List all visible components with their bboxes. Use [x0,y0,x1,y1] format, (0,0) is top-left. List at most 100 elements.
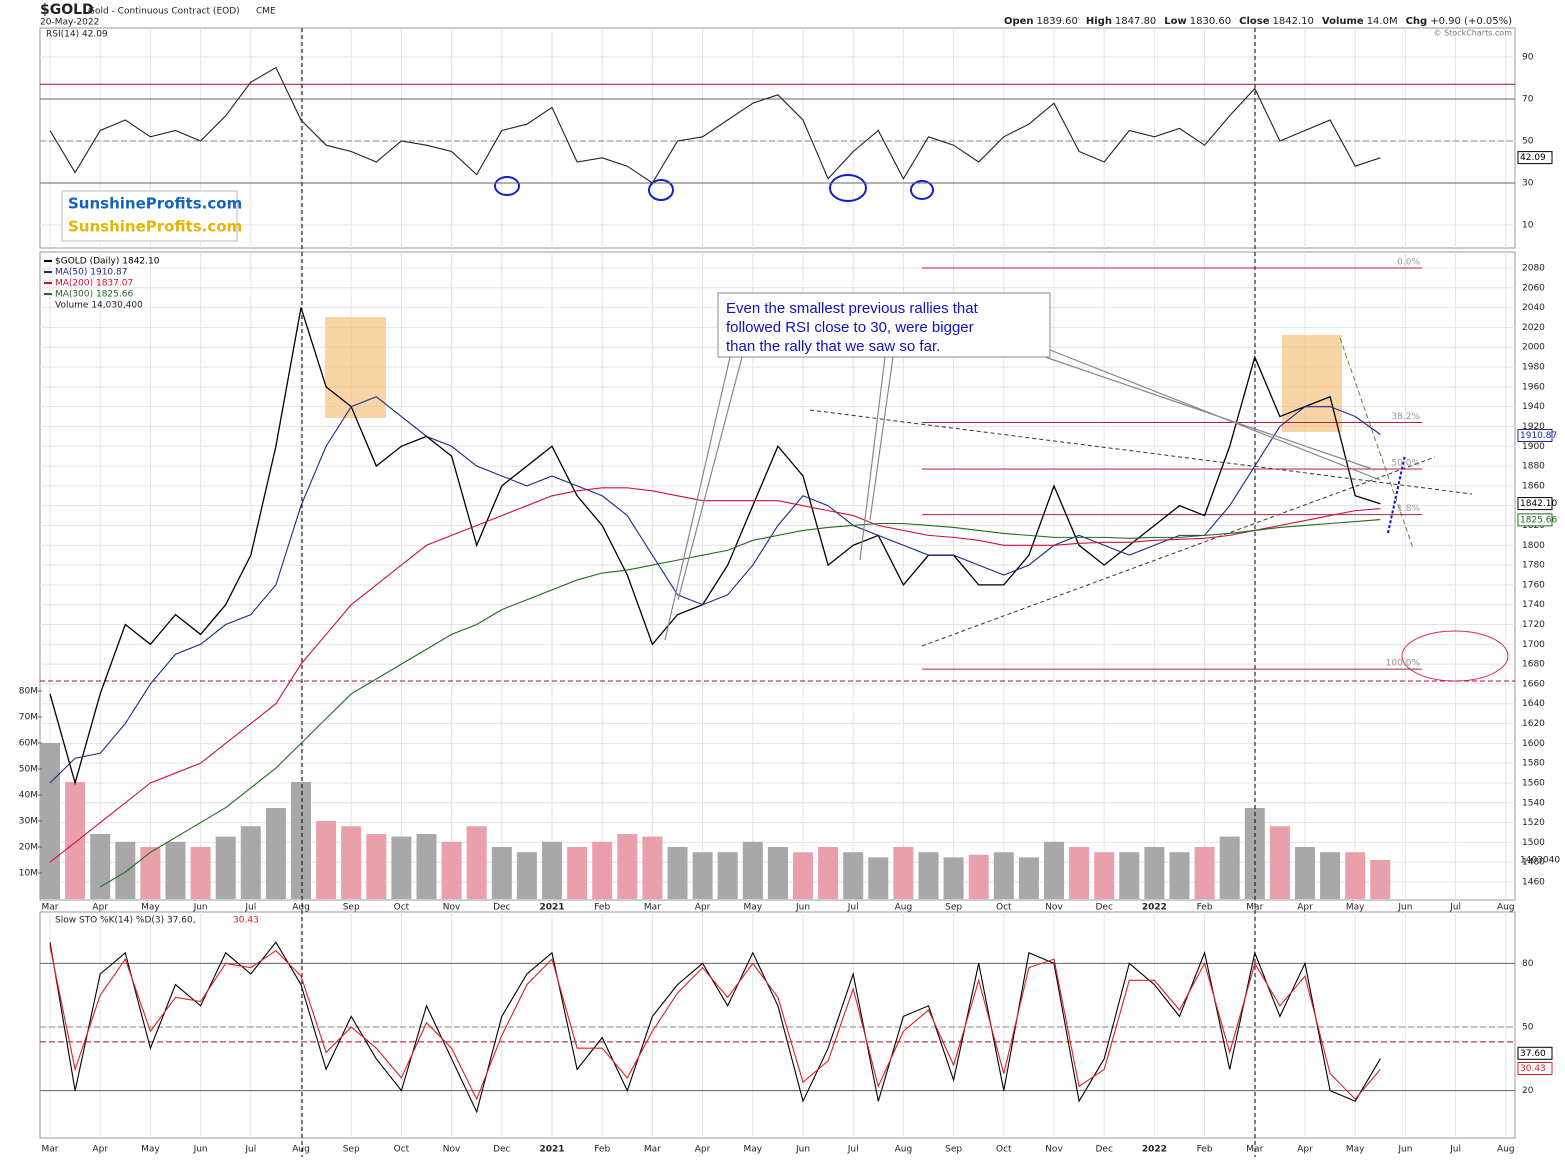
x-tick-label: May [1346,1145,1365,1155]
x-tick-label: May [141,1145,160,1155]
x-tick-label: Aug [292,903,310,913]
annotation-line: followed RSI close to 30, were bigger [726,319,974,336]
volume-bar [165,841,186,899]
x-tick-label: Jun [193,1145,208,1155]
volume-bar [943,857,964,899]
volume-bar [1219,836,1240,899]
series-line [49,66,1381,184]
quote-label: Chg [1406,16,1428,27]
series-line [99,518,1381,888]
rsi-circle [910,180,934,200]
volume-bar [1194,847,1215,899]
volume-bar [818,847,839,899]
y-tick-label: 10M [19,869,38,879]
value-tag [1517,151,1553,165]
x-tick-label: Apr [92,1145,108,1155]
y-tick-label: 2060 [1522,283,1545,293]
rally-line [1387,454,1406,534]
quote-value: +0.90 (+0.05%) [1430,16,1512,27]
y-tick-label: 1980 [1522,363,1545,373]
y-tick-label: 1540 [1522,798,1545,808]
y-tick-label: 80 [1522,959,1534,969]
y-tick-label: 20 [1522,1086,1534,1096]
x-tick-label: Jul [1449,1145,1461,1155]
x-tick-label: Apr [1297,903,1313,913]
volume-bar [1169,852,1190,899]
volume-bar [40,743,60,899]
x-tick-label: Nov [443,903,461,913]
y-tick-label: 1580 [1522,759,1545,769]
highlight-box [325,317,386,418]
value-tag-label: 1910.87 [1520,431,1557,441]
rsi-circle [829,174,867,202]
legend-label: MA(50) 1910.87 [55,268,127,278]
volume-bar [291,782,311,899]
x-tick-label: Jun [795,1145,810,1155]
volume-bar [968,854,989,899]
fib-label: 38.2% [1391,412,1420,422]
volume-bar [265,808,286,899]
volume-bar [1044,841,1064,899]
volume-bar [843,852,864,899]
value-tag [1517,1061,1553,1075]
x-tick-label: Dec [1095,903,1112,913]
y-tick-label: 20M [19,843,38,853]
quote-value: 1842.10 [1273,16,1314,27]
volume-bar [1320,852,1341,899]
x-tick-label: Sep [945,1145,962,1155]
value-tag-label: 42.09 [1520,153,1546,163]
volume-bar [567,847,588,899]
volume-bar [767,847,788,899]
value-tag [1517,513,1553,527]
fib-label: 50.0% [1391,459,1420,469]
y-tick-label: 1880 [1522,462,1545,472]
y-tick-label: 70 [1522,95,1534,105]
target-ellipse [1401,630,1509,682]
fib-label: 1.8% [1397,504,1420,514]
panel-title: Slow STO %K(14) %D(3) 37.60, [55,916,196,926]
rsi-frame [39,27,1516,249]
x-tick-label: Sep [343,903,360,913]
y-tick-label: 1600 [1522,739,1545,749]
x-tick-label: Dec [493,903,510,913]
x-tick-label: Jul [1449,903,1461,913]
quote-value: 1839.60 [1037,16,1078,27]
x-tick-label: Oct [394,1145,410,1155]
quote-label: Low [1164,16,1186,27]
copyright: © StockCharts.com [1434,29,1513,38]
volume-bar [617,834,638,899]
x-tick-label: Jul [244,1145,256,1155]
volume-bar [667,847,688,899]
x-tick-label: Oct [996,1145,1012,1155]
x-tick-label: May [141,903,160,913]
rsi-circle [494,176,520,196]
y-tick-label: 1960 [1522,382,1545,392]
y-tick-label: 50 [1522,1023,1534,1033]
y-tick-label: 1700 [1522,640,1545,650]
rsi-circle [648,179,674,201]
volume-bar [1069,847,1090,899]
x-tick-label: Mar [42,1145,59,1155]
volume-bar [1345,852,1366,899]
x-tick-label: Mar [42,903,59,913]
volume-bar [190,847,211,899]
y-tick-label: 1760 [1522,580,1545,590]
y-tick-label: 1800 [1522,541,1545,551]
volume-bar [416,834,437,899]
x-tick-label: Jul [847,903,859,913]
y-tick-label: 90 [1522,53,1534,63]
legend-label: MA(200) 1837.07 [55,279,133,289]
watermark-box [61,190,238,242]
value-tag [1517,497,1553,511]
y-tick-label: 2020 [1522,323,1545,333]
sto-frame [39,911,1516,1139]
x-tick-label: Jul [847,1145,859,1155]
volume-bar [918,852,939,899]
y-tick-label: 1500 [1522,838,1545,848]
quote-value: 1847.80 [1115,16,1156,27]
trendline [921,456,1436,647]
y-tick-label: 2000 [1522,343,1545,353]
legend-label: $GOLD (Daily) 1842.10 [55,257,160,267]
volume-bar [717,852,738,899]
y-tick-label: 2080 [1522,264,1545,274]
